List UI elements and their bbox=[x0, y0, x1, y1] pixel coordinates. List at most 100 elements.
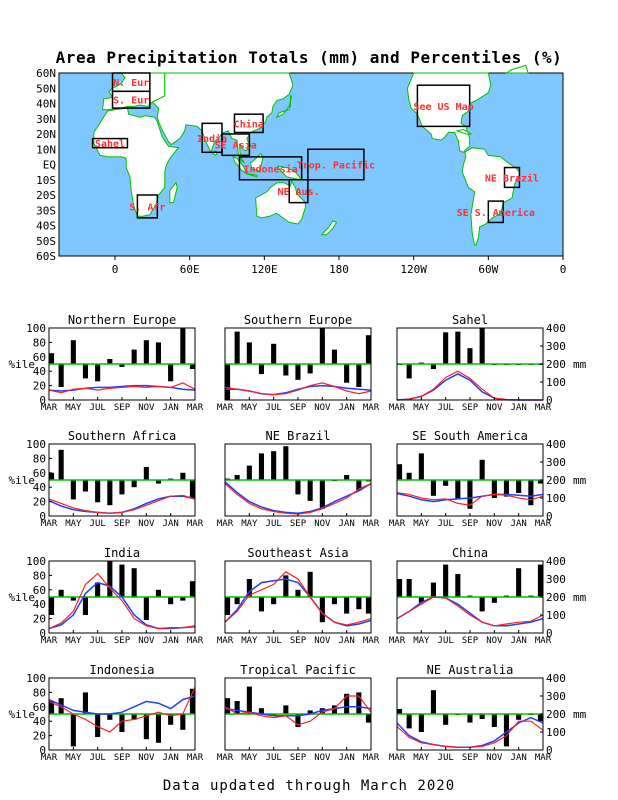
percentile-bar bbox=[155, 714, 161, 743]
pct-tick-label: 20 bbox=[33, 730, 46, 743]
percentile-bar bbox=[95, 582, 101, 597]
map-lat-label: 50N bbox=[36, 82, 56, 95]
month-label: JUL bbox=[266, 403, 282, 413]
panel-title: Southern Africa bbox=[68, 429, 176, 443]
panel-title: Tropical Pacific bbox=[240, 663, 356, 677]
percentile-bar bbox=[234, 701, 240, 714]
land-mass-3 bbox=[169, 181, 178, 204]
month-label: MAY bbox=[241, 753, 258, 763]
percentile-bar bbox=[95, 480, 101, 503]
map-lat-label: 60N bbox=[36, 67, 56, 80]
percentile-bar bbox=[95, 714, 101, 737]
map-lat-label: 40N bbox=[36, 98, 56, 111]
month-label: MAR bbox=[363, 753, 380, 763]
percentile-bar bbox=[430, 364, 436, 369]
pct-tick-label: 100 bbox=[26, 555, 46, 568]
observed-precip-line bbox=[48, 686, 196, 733]
pct-tick-label: 40 bbox=[33, 715, 46, 728]
month-label: SEP bbox=[114, 753, 131, 763]
percentile-bar bbox=[155, 589, 161, 597]
map-lon-label: 120E bbox=[251, 263, 278, 276]
region-label: S. Eur bbox=[113, 96, 149, 107]
percentile-bar bbox=[430, 480, 436, 496]
land-mass-8 bbox=[250, 153, 264, 172]
percentile-bar bbox=[82, 364, 88, 379]
region-label: SE S. America bbox=[457, 207, 535, 219]
month-label: MAR bbox=[363, 403, 380, 413]
percentile-bar bbox=[70, 597, 76, 601]
month-label: JUL bbox=[266, 636, 282, 646]
month-label: MAY bbox=[413, 403, 430, 413]
month-label: MAY bbox=[241, 403, 258, 413]
percentile-bar bbox=[516, 480, 522, 493]
mm-tick-label: 200 bbox=[546, 474, 566, 487]
observed-precip-line bbox=[396, 370, 543, 401]
mm-tick-label: 0 bbox=[546, 744, 553, 757]
mm-axis-label: mm bbox=[573, 474, 587, 487]
panel-title: Sahel bbox=[452, 313, 488, 327]
percentile-bar bbox=[107, 714, 113, 720]
percentile-bar bbox=[443, 332, 449, 364]
chart-panel: NE Brazil MAR MAY JUL SEP NOV JAN MAR bbox=[217, 429, 380, 529]
mm-tick-label: 300 bbox=[546, 573, 566, 586]
month-label: MAR bbox=[389, 753, 406, 763]
map-lat-label: 10S bbox=[36, 174, 56, 187]
percentile-bar bbox=[234, 331, 240, 364]
percentile-bar bbox=[119, 480, 125, 495]
map-lon-label: 120W bbox=[400, 263, 427, 276]
percentile-bar bbox=[491, 714, 497, 727]
normal-precip-line bbox=[396, 596, 544, 627]
percentile-bar bbox=[189, 688, 195, 714]
percentile-bar bbox=[234, 475, 240, 480]
month-label: NOV bbox=[138, 636, 155, 646]
mm-tick-label: 400 bbox=[546, 555, 566, 568]
percentile-bar bbox=[58, 698, 64, 714]
region-label: NE Aus. bbox=[277, 187, 319, 198]
world-map: 60N 50N 40N 30N 20N 10N EQ 10S 20S 30S 40S 50S 60S 0 6… bbox=[36, 64, 566, 276]
map-lat-label: 30N bbox=[36, 113, 56, 126]
percentile-bar bbox=[49, 472, 55, 480]
panel-title: NE Australia bbox=[427, 663, 514, 677]
pct-tick-label: 60 bbox=[33, 584, 46, 597]
panel-title: Indonesia bbox=[89, 663, 154, 677]
percentile-bar bbox=[528, 480, 534, 506]
month-label: SEP bbox=[290, 636, 307, 646]
pct-tick-label: 0 bbox=[39, 744, 46, 757]
observed-precip-line bbox=[396, 492, 544, 506]
percentile-bar bbox=[331, 597, 337, 605]
percentile-bar bbox=[319, 328, 325, 364]
percentile-bar bbox=[365, 714, 371, 723]
month-label: JUL bbox=[438, 403, 454, 413]
map-lat-label: 20S bbox=[36, 189, 56, 202]
month-label: MAR bbox=[363, 636, 380, 646]
pct-axis-label: %ile bbox=[9, 358, 36, 371]
percentile-bar bbox=[131, 480, 137, 488]
percentile-bar bbox=[271, 343, 277, 364]
map-lon-label: 60E bbox=[180, 263, 200, 276]
percentile-bar bbox=[49, 597, 55, 615]
region-label: N. Eur bbox=[113, 78, 149, 89]
percentile-bar bbox=[430, 690, 436, 714]
pct-axis-label: %ile bbox=[9, 474, 36, 487]
month-label: SEP bbox=[462, 636, 479, 646]
percentile-bar bbox=[246, 465, 252, 480]
pct-tick-label: 100 bbox=[26, 438, 46, 451]
percentile-bar bbox=[503, 480, 509, 497]
percentile-bar bbox=[234, 597, 240, 605]
month-label: MAR bbox=[41, 519, 58, 529]
land-mass-16 bbox=[505, 64, 529, 74]
month-label: SEP bbox=[114, 636, 131, 646]
percentile-bar bbox=[455, 480, 461, 499]
percentile-bar bbox=[365, 335, 371, 364]
percentile-bar bbox=[491, 480, 497, 498]
percentile-bar bbox=[180, 472, 186, 480]
panel-title: India bbox=[104, 546, 140, 560]
percentile-bar bbox=[537, 714, 543, 722]
month-label: JAN bbox=[339, 636, 355, 646]
percentile-bar bbox=[283, 575, 289, 597]
land-mass-15 bbox=[455, 128, 473, 135]
